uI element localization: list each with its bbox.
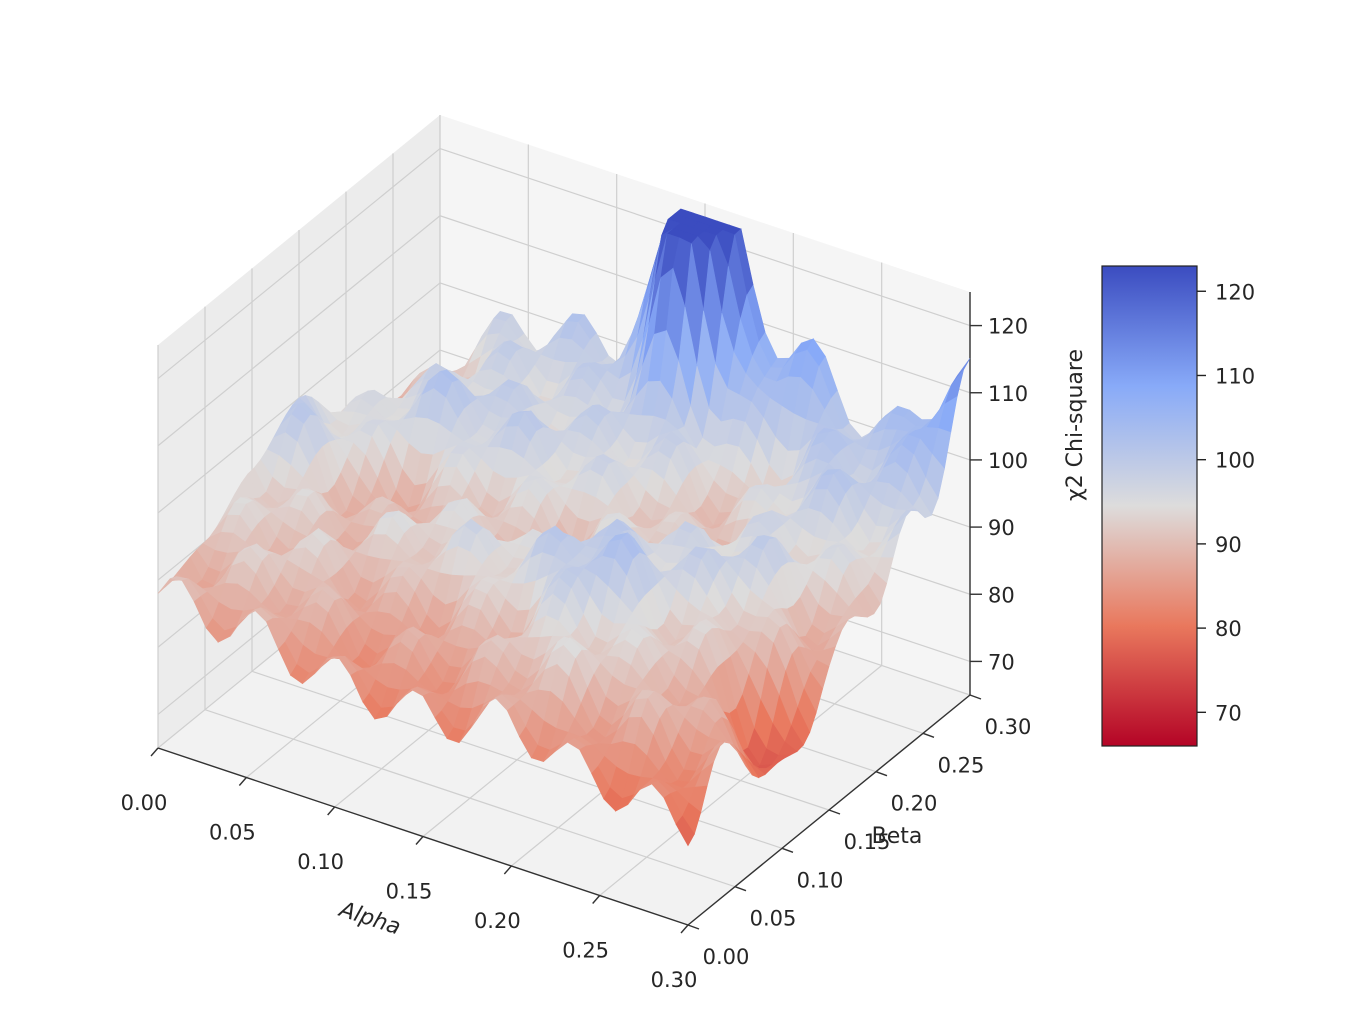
- z-tick-label: 120: [988, 315, 1028, 339]
- x-tick-label: 0.30: [651, 968, 698, 992]
- colorbar-tick-label: 110: [1215, 364, 1255, 388]
- colorbar-tick-label: 100: [1215, 449, 1255, 473]
- y-tick-label: 0.00: [703, 945, 750, 969]
- x-tick-label: 0.00: [121, 791, 168, 815]
- x-tick-mark: [503, 865, 512, 875]
- colorbar: 70 80 90 100 110 120: [1101, 265, 1255, 747]
- grid-line: [157, 148, 441, 380]
- y-tick-mark: [969, 694, 982, 700]
- y-tick-mark: [734, 886, 747, 892]
- x-tick-label: 0.25: [562, 939, 609, 963]
- z-tick-label: 80: [988, 583, 1015, 607]
- surface-patch: [675, 815, 695, 847]
- colorbar-tick-label: 90: [1215, 533, 1242, 557]
- x-tick-label: 0.20: [474, 909, 521, 933]
- y-axis-label: Beta: [872, 824, 923, 849]
- z-tick-label: 70: [988, 650, 1015, 674]
- y-tick-label: 0.10: [797, 868, 844, 892]
- colorbar-tick-label: 70: [1215, 701, 1242, 725]
- z-tick-label: 90: [988, 516, 1015, 540]
- y-tick-mark: [687, 924, 700, 930]
- x-tick-mark: [415, 836, 424, 845]
- colorbar-ticks: 70 80 90 100 110 120: [1197, 280, 1255, 725]
- y-tick-label: 0.05: [750, 907, 797, 931]
- y-tick-mark: [875, 771, 888, 777]
- grid-line: [157, 215, 441, 447]
- y-tick-label: 0.20: [891, 792, 938, 816]
- y-tick-mark: [781, 847, 794, 853]
- y-tick-mark: [828, 809, 841, 815]
- x-tick-mark: [238, 777, 247, 786]
- colorbar-gradient: [1101, 265, 1198, 747]
- x-tick-label: 0.05: [209, 821, 256, 845]
- y-tick-label: 0.30: [985, 715, 1032, 739]
- grid-line: [204, 709, 736, 888]
- z-axis-label: χ2 Chi-square: [1063, 349, 1088, 501]
- y-tick-label: 0.25: [938, 753, 985, 777]
- surface-plot: [157, 208, 971, 847]
- colorbar-tick-label: 80: [1215, 617, 1242, 641]
- x-tick-mark: [680, 924, 689, 934]
- z-tick-label: 110: [988, 382, 1028, 406]
- y-tick-mark: [922, 732, 935, 738]
- y-tick-label: 0.15: [844, 830, 891, 854]
- colorbar-tick-label: 120: [1215, 280, 1255, 304]
- x-tick-label: 0.10: [297, 850, 344, 874]
- z-tick-label: 100: [988, 449, 1028, 473]
- x-tick-mark: [592, 895, 601, 904]
- x-tick-mark: [150, 747, 159, 757]
- x-tick-label: 0.15: [386, 880, 433, 904]
- x-tick-mark: [327, 806, 336, 816]
